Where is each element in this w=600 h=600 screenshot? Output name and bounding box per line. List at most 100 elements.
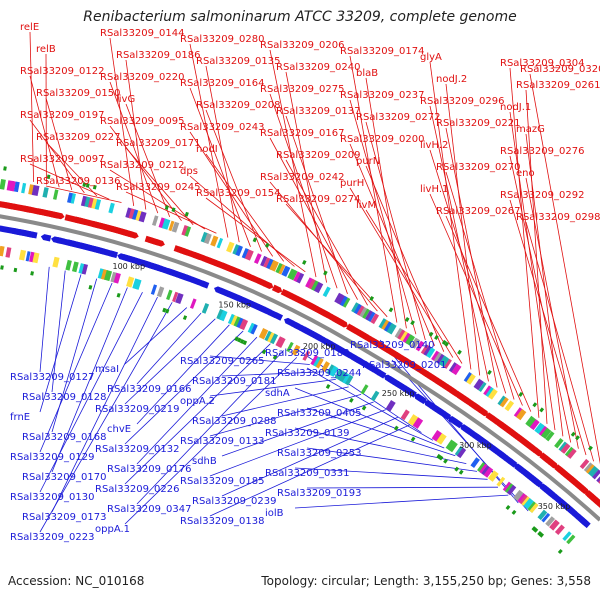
cog-band-segment [227, 313, 236, 325]
orf-marker [404, 317, 410, 322]
orf-marker [361, 405, 367, 411]
forward-label-leader [125, 59, 147, 210]
cog-band-segment [438, 355, 449, 367]
cog-band-segment [405, 334, 416, 346]
cog-band-segment [322, 286, 331, 298]
cog-band-segment [431, 350, 441, 362]
gene-labels: relE relB RSal33209_0122 RSal33209_0150 RSal… [10, 22, 600, 543]
reverse-gene-label: RSal33209_0201 [362, 360, 446, 371]
cog-band-segment [308, 278, 317, 290]
reverse-label-leader [221, 416, 398, 497]
reverse-label-leader [51, 270, 66, 393]
cog-band-segment [87, 197, 95, 209]
forward-label-leader [285, 115, 348, 295]
reverse-gene-label: RSal33209_0181 [192, 376, 276, 387]
forward-gene-arrow [128, 230, 139, 239]
forward-gene-arrow [478, 407, 489, 417]
reverse-gene-arrow [406, 388, 417, 398]
forward-gene-label: RSal33209_0227 [36, 132, 120, 143]
cog-band-segment [166, 289, 173, 301]
orf-marker [369, 296, 374, 301]
cog-band-segment [263, 257, 271, 268]
orf-marker [3, 166, 7, 171]
orf-marker [323, 270, 328, 276]
forward-gene-label: glyA [420, 52, 442, 63]
cog-band-segment [189, 298, 197, 309]
orf-marker [454, 466, 460, 472]
cog-band-segment [244, 249, 254, 261]
cog-band-segment [135, 279, 142, 290]
forward-gene-label: RSal33209_0186 [116, 50, 200, 61]
cog-band-segment [443, 358, 452, 369]
reverse-label-leader [294, 467, 488, 480]
reverse-gene-arrow [27, 231, 38, 239]
reverse-gene-label: RSal33209_0173 [22, 512, 106, 523]
forward-label-leader [349, 55, 398, 323]
scale-label: 250 kbp [382, 389, 415, 398]
scale-label: 150 kbp [218, 301, 251, 310]
cog-band-segment [152, 215, 159, 226]
cog-band-segment [483, 466, 494, 478]
orf-marker [436, 453, 442, 459]
cog-band-segment [360, 384, 369, 395]
reverse-gene-arrow [581, 518, 591, 529]
orf-marker [265, 242, 270, 248]
orf-marker [533, 527, 539, 533]
cog-band-segment [448, 362, 459, 374]
reverse-gene-label: iolB [265, 508, 284, 519]
cog-band-segment [370, 390, 380, 402]
forward-gene-label: RSal33209_0209 [276, 150, 360, 161]
forward-label-leader [509, 111, 556, 431]
reverse-gene-label: RSal33209_0244 [277, 368, 361, 379]
orf-marker [575, 435, 580, 441]
forward-label-leader [349, 187, 454, 358]
cog-band-segment [504, 483, 515, 494]
forward-gene-label: RSal33209_0270 [436, 162, 520, 173]
cog-band-segment [463, 372, 474, 383]
forward-label-leader [365, 209, 463, 364]
map-title: Renibacterium salmoninarum ATCC 33209, c… [83, 9, 517, 25]
cog-band-segment [592, 469, 600, 480]
orf-marker [85, 183, 90, 188]
reverse-label-leader [221, 371, 323, 377]
forward-gene-label: RSal33209_0245 [116, 182, 200, 193]
forward-label-leader [109, 37, 135, 206]
cog-band-segment [94, 199, 102, 210]
reverse-gene-label: RSal33209_0140 [350, 340, 434, 351]
forward-gene-label: RSal33209_0136 [36, 176, 120, 187]
cog-band-segment [108, 202, 115, 214]
cog-band-segment [410, 337, 421, 349]
cog-band-segment [337, 370, 347, 382]
reverse-label-leader [209, 379, 336, 397]
forward-label-leader [429, 149, 507, 394]
scale-label: 350 kbp [538, 502, 571, 511]
reverse-gene-label: RSal33209_0193 [277, 488, 361, 499]
cog-band-segment [334, 292, 343, 304]
forward-label-leader [445, 83, 481, 376]
orf-marker [165, 308, 170, 314]
cog-band-segment [31, 185, 40, 196]
forward-gene-label: RSal33209_0243 [180, 122, 264, 133]
cog-band-segment [70, 193, 76, 204]
forward-label-leader [269, 137, 358, 300]
cog-band-segment [545, 431, 555, 442]
forward-label-leader [429, 193, 523, 406]
reverse-label-leader [39, 292, 143, 493]
reverse-label-leader [209, 394, 362, 437]
reverse-gene-label: RSal33209_0128 [22, 392, 106, 403]
forward-label-leader [349, 143, 435, 346]
cog-band-segment [184, 226, 192, 237]
orf-marker [302, 259, 307, 265]
orf-marker [92, 184, 97, 190]
forward-label-leader [125, 103, 171, 218]
reverse-gene-arrow [0, 226, 10, 234]
cog-band-segment [81, 263, 88, 275]
scale-label: 100 kbp [112, 262, 145, 271]
cog-band-segment [433, 352, 443, 363]
orf-marker [261, 349, 267, 355]
cog-band-segment [558, 441, 569, 453]
forward-label-leader [205, 109, 262, 252]
cog-band-segment [138, 211, 147, 223]
cog-band-segment [104, 270, 113, 282]
forward-gene-label: RSal33209_0154 [196, 188, 280, 199]
